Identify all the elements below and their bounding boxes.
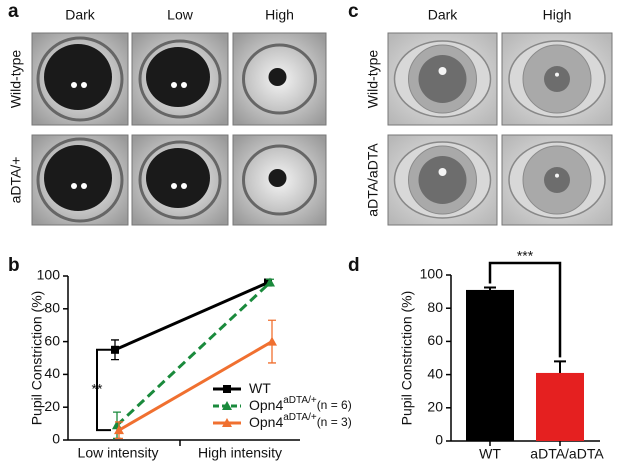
x-tick-label: High intensity xyxy=(198,445,282,461)
y-tick-label: 80 xyxy=(427,299,443,315)
highlight xyxy=(171,82,177,88)
column-label: Dark xyxy=(65,7,96,23)
point xyxy=(265,277,275,287)
y-tick-label: 40 xyxy=(427,365,443,381)
point xyxy=(114,425,124,435)
y-tick-label: 100 xyxy=(420,266,444,282)
highlight xyxy=(181,82,187,88)
eye-rim xyxy=(242,43,317,115)
eye-rim xyxy=(242,144,317,216)
significance-label: ** xyxy=(92,381,103,397)
legend-name: Opn4 xyxy=(249,414,283,430)
series-line xyxy=(115,281,272,427)
y-tick-label: 100 xyxy=(37,267,61,283)
pupil xyxy=(44,145,112,211)
y-tick-label: 80 xyxy=(44,300,60,316)
legend-sup: aDTA/+ xyxy=(283,412,317,423)
bar xyxy=(466,289,514,441)
significance-bracket xyxy=(488,261,562,358)
highlight xyxy=(71,183,77,189)
row-label: aDTA/+ xyxy=(8,157,24,204)
x-tick-label: aDTA/aDTA xyxy=(530,446,604,462)
y-tick-label: 60 xyxy=(427,332,443,348)
x-tick-label: WT xyxy=(479,446,501,462)
legend-label: WT xyxy=(249,380,271,396)
y-tick-label: 20 xyxy=(427,399,443,415)
legend-sup: aDTA/+ xyxy=(283,395,317,406)
column-label: Dark xyxy=(428,7,459,23)
panel-letter: b xyxy=(8,255,20,276)
y-tick-label: 60 xyxy=(44,332,60,348)
eye-rim xyxy=(36,36,124,122)
eye-rim xyxy=(36,137,124,223)
highlight xyxy=(555,173,559,178)
x-tick-label: Low intensity xyxy=(78,445,159,461)
point xyxy=(222,401,232,410)
panel-letter: d xyxy=(348,255,360,276)
pupil xyxy=(44,44,112,110)
y-tick-label: 0 xyxy=(52,431,60,447)
pupil xyxy=(418,156,467,204)
y-tick-label: 40 xyxy=(44,365,60,381)
highlight xyxy=(71,82,77,88)
point xyxy=(267,336,277,346)
pupil xyxy=(268,169,287,187)
bar xyxy=(536,372,584,441)
error-bar xyxy=(484,286,496,290)
legend-label: Opn4aDTA/+(n = 3) xyxy=(249,412,352,430)
legend-name: WT xyxy=(249,380,271,396)
legend-note: (n = 6) xyxy=(317,398,352,412)
y-axis-label: Pupil Constriction (%) xyxy=(29,291,45,426)
column-label: High xyxy=(265,7,294,23)
pupil xyxy=(146,148,210,208)
significance-bracket xyxy=(96,348,111,432)
point xyxy=(222,418,232,427)
pupil xyxy=(146,47,210,107)
error-bar xyxy=(554,360,566,373)
row-label: aDTA/aDTA xyxy=(365,143,381,217)
highlight xyxy=(81,183,87,189)
highlight xyxy=(81,82,87,88)
y-axis-label: Pupil Constriction (%) xyxy=(399,291,415,426)
point xyxy=(111,345,119,354)
legend-name: Opn4 xyxy=(249,397,283,413)
series-line xyxy=(118,340,273,432)
highlight xyxy=(555,72,559,77)
eye-rim xyxy=(138,140,222,220)
row-label: Wild-type xyxy=(365,50,381,109)
highlight xyxy=(171,183,177,189)
significance-label: *** xyxy=(517,248,534,264)
pupil xyxy=(544,66,570,92)
column-label: Low xyxy=(167,7,194,23)
panel-letter: c xyxy=(348,1,359,22)
highlight xyxy=(181,183,187,189)
y-tick-label: 20 xyxy=(44,398,60,414)
legend-label: Opn4aDTA/+(n = 6) xyxy=(249,395,352,413)
y-tick-label: 0 xyxy=(435,432,443,448)
pupil xyxy=(268,68,287,86)
pupil xyxy=(544,167,570,193)
series-line xyxy=(114,281,269,352)
column-label: High xyxy=(543,7,572,23)
eye-rim xyxy=(138,39,222,119)
point xyxy=(223,385,231,393)
panel-letter: a xyxy=(8,1,19,22)
pupil xyxy=(418,55,467,103)
highlight xyxy=(438,67,447,75)
legend-note: (n = 3) xyxy=(317,415,352,429)
row-label: Wild-type xyxy=(8,50,24,109)
highlight xyxy=(438,168,447,176)
